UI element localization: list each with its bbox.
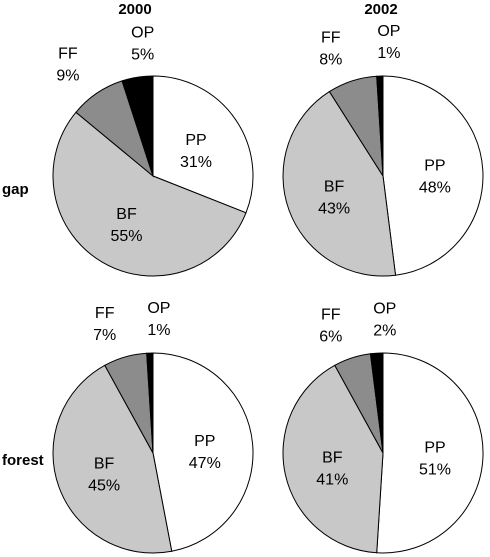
slice-category-gap-2000-op: OP bbox=[131, 25, 154, 42]
slice-category-forest-2002-pp: PP bbox=[424, 440, 445, 457]
slice-category-gap-2000-ff: FF bbox=[58, 46, 78, 63]
slice-category-forest-2000-pp: PP bbox=[194, 433, 215, 450]
column-label-2002: 2002 bbox=[364, 1, 397, 18]
slice-value-forest-2000-ff: 7% bbox=[93, 327, 116, 344]
pie-slice-gap-2000-op bbox=[121, 75, 154, 177]
column-label-2000: 2000 bbox=[118, 1, 151, 18]
pie-slice-forest-2002-bf bbox=[282, 364, 384, 554]
slice-category-forest-2002-bf: BF bbox=[322, 449, 343, 466]
pie-slice-gap-2000-bf bbox=[52, 111, 247, 277]
pie-slice-forest-2000-op bbox=[146, 352, 154, 454]
slice-value-forest-2000-bf: 45% bbox=[88, 478, 120, 495]
slice-value-forest-2002-op: 2% bbox=[373, 322, 396, 339]
slice-value-gap-2000-pp: 31% bbox=[180, 154, 212, 171]
slice-value-forest-2000-pp: 47% bbox=[189, 455, 221, 472]
pie-slice-forest-2002-op bbox=[369, 352, 384, 454]
slice-category-forest-2002-ff: FF bbox=[321, 306, 341, 323]
slice-category-gap-2002-op: OP bbox=[377, 23, 400, 40]
slice-value-forest-2002-pp: 51% bbox=[419, 462, 451, 479]
pie-slice-forest-2002-pp bbox=[376, 352, 484, 554]
slice-category-forest-2002-op: OP bbox=[373, 300, 396, 317]
slice-value-gap-2000-bf: 55% bbox=[110, 228, 142, 245]
slice-category-gap-2002-bf: BF bbox=[324, 179, 345, 196]
slice-value-gap-2002-pp: 48% bbox=[419, 180, 451, 197]
slice-category-gap-2002-ff: FF bbox=[321, 29, 341, 46]
slice-category-forest-2000-bf: BF bbox=[94, 456, 115, 473]
pie-slice-gap-2000-pp bbox=[152, 75, 254, 214]
slice-category-forest-2000-ff: FF bbox=[95, 305, 115, 322]
slice-value-forest-2002-ff: 6% bbox=[319, 328, 342, 345]
pie-slice-gap-2002-bf bbox=[282, 90, 397, 277]
slice-value-gap-2000-op: 5% bbox=[131, 47, 154, 64]
slice-value-gap-2000-ff: 9% bbox=[56, 68, 79, 85]
pie-slice-forest-2000-bf bbox=[52, 364, 173, 554]
slice-value-gap-2002-ff: 8% bbox=[319, 51, 342, 68]
slice-category-gap-2000-pp: PP bbox=[185, 132, 206, 149]
pie-slice-forest-2000-pp bbox=[152, 352, 254, 552]
slice-category-forest-2000-op: OP bbox=[147, 300, 170, 317]
slice-value-forest-2002-bf: 41% bbox=[316, 471, 348, 488]
pie-slice-gap-2002-pp bbox=[382, 75, 484, 276]
row-label-gap: gap bbox=[2, 181, 29, 198]
row-label-forest: forest bbox=[2, 452, 44, 469]
slice-value-gap-2002-op: 1% bbox=[377, 45, 400, 62]
pie-slice-gap-2002-op bbox=[376, 75, 384, 177]
slice-value-gap-2002-bf: 43% bbox=[318, 201, 350, 218]
slice-category-gap-2000-bf: BF bbox=[116, 206, 137, 223]
slice-category-gap-2002-pp: PP bbox=[424, 158, 445, 175]
slice-value-forest-2000-op: 1% bbox=[147, 322, 170, 339]
